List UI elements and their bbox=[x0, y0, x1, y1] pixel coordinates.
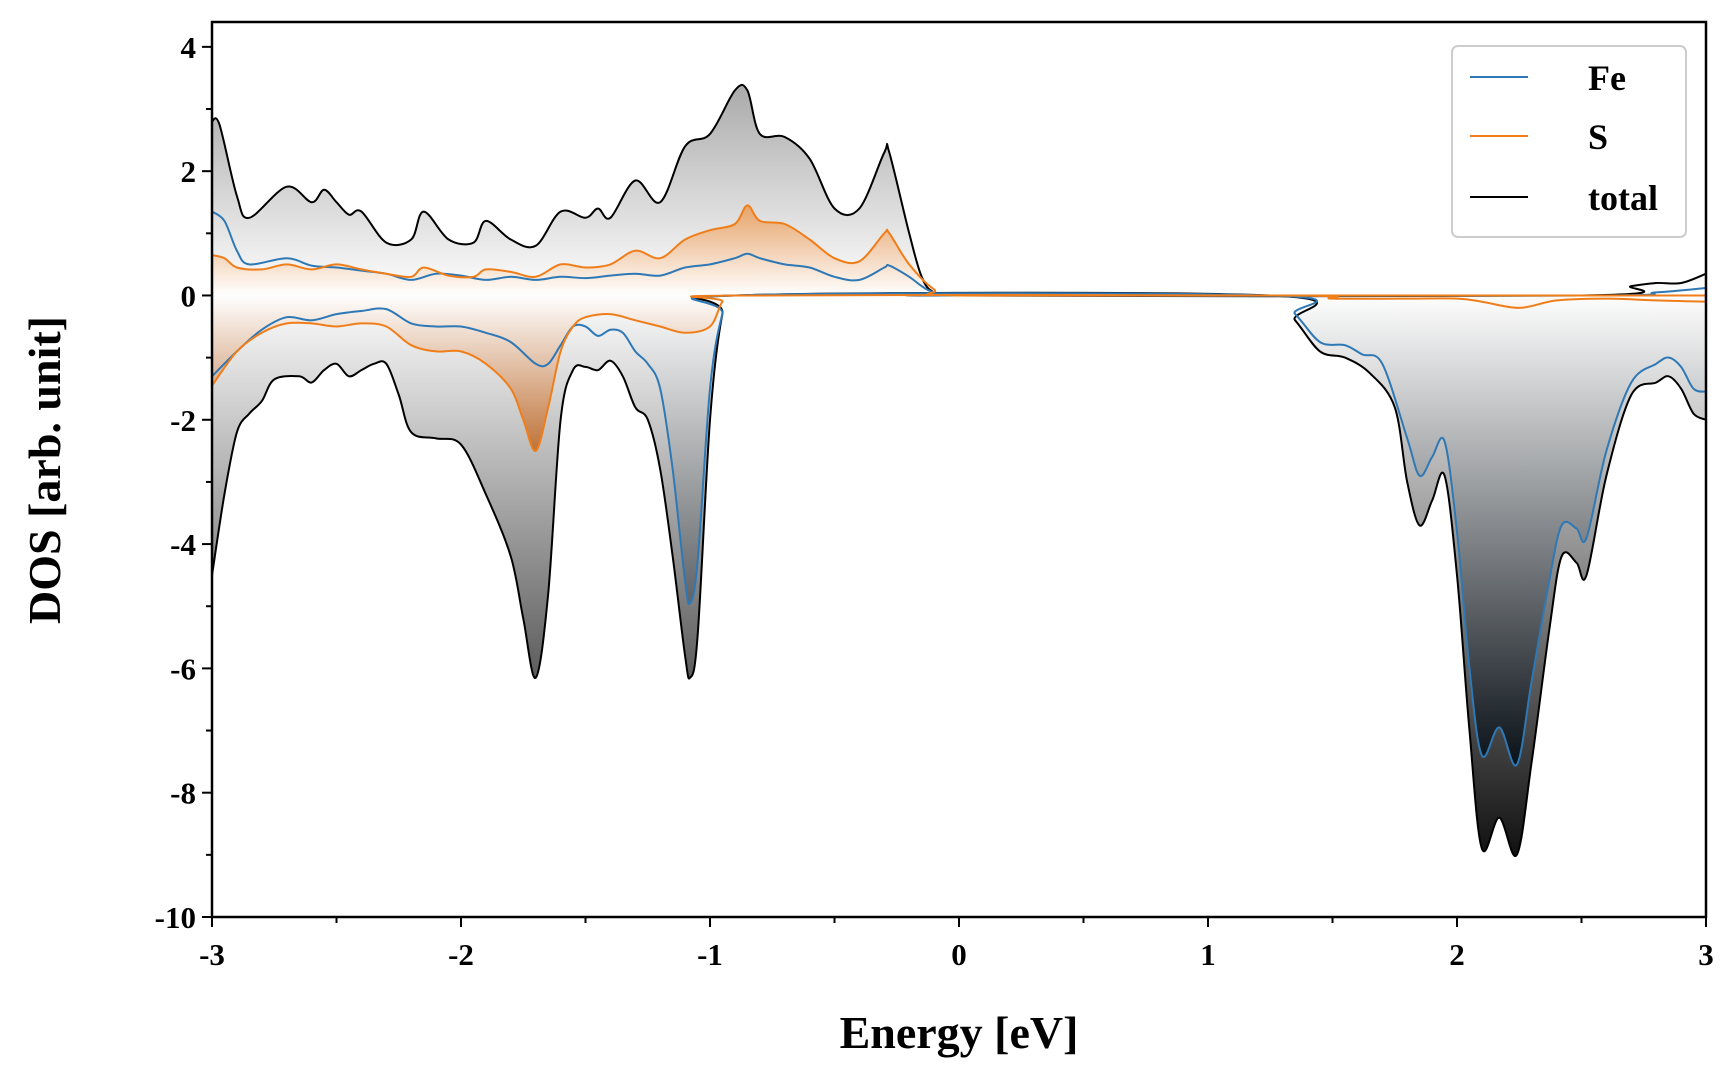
legend: Fe S total bbox=[1451, 45, 1687, 238]
y-axis-label: DOS [arb. unit] bbox=[19, 316, 70, 624]
legend-box bbox=[1451, 45, 1687, 238]
legend-label-s: S bbox=[1588, 117, 1608, 157]
y-tick-label: -2 bbox=[170, 403, 196, 438]
total-up-fill bbox=[212, 84, 1706, 297]
y-tick-label: 2 bbox=[181, 154, 197, 189]
x-tick-label: 1 bbox=[1200, 937, 1216, 972]
y-tick-label: -6 bbox=[170, 651, 196, 686]
y-axis: -10 -8 -6 -4 -2 0 2 4 bbox=[155, 30, 212, 935]
legend-label-total: total bbox=[1588, 178, 1658, 218]
legend-label-fe: Fe bbox=[1588, 58, 1626, 98]
series-lines bbox=[212, 83, 1706, 857]
x-tick-label: -1 bbox=[697, 937, 723, 972]
s-up-line bbox=[212, 204, 1706, 297]
s-up-fill bbox=[212, 205, 1706, 296]
y-tick-label: -4 bbox=[170, 527, 196, 562]
y-tick-label: -10 bbox=[155, 900, 196, 935]
y-tick-label: 0 bbox=[181, 278, 197, 313]
x-axis-label: Energy [eV] bbox=[840, 1007, 1079, 1058]
x-axis: -3 -2 -1 0 1 2 3 bbox=[199, 917, 1714, 972]
fe-down-fill bbox=[212, 293, 1706, 766]
y-tick-label: 4 bbox=[181, 30, 197, 65]
y-tick-label: -8 bbox=[170, 776, 196, 811]
total-down-line bbox=[212, 291, 1706, 857]
x-tick-label: 3 bbox=[1698, 937, 1714, 972]
x-tick-label: -3 bbox=[199, 937, 225, 972]
x-tick-label: 0 bbox=[951, 937, 967, 972]
x-tick-label: -2 bbox=[448, 937, 474, 972]
s-down-line bbox=[212, 293, 1706, 452]
x-tick-label: 2 bbox=[1449, 937, 1465, 972]
